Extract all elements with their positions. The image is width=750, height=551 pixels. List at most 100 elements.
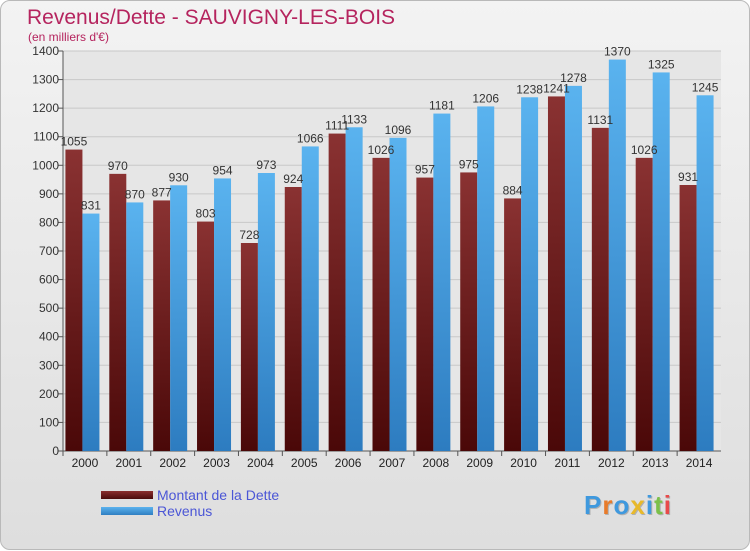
chart-title: Revenus/Dette - SAUVIGNY-LES-BOIS bbox=[27, 6, 396, 29]
bar-revenus bbox=[126, 202, 144, 451]
bar-dette bbox=[153, 200, 171, 451]
bar-dette bbox=[372, 157, 390, 451]
bar-revenus bbox=[477, 106, 495, 451]
bar-dette bbox=[328, 133, 346, 452]
data-label-dette: 1026 bbox=[631, 143, 658, 157]
y-tick-label: 1400 bbox=[32, 44, 59, 58]
chart-subtitle: (en milliers d'€) bbox=[28, 30, 109, 44]
x-tick-label: 2006 bbox=[335, 456, 362, 470]
y-tick-label: 500 bbox=[39, 301, 59, 315]
legend-label-revenus: Revenus bbox=[157, 503, 213, 519]
y-tick-label: 200 bbox=[39, 387, 59, 401]
bar-dette bbox=[679, 185, 697, 451]
data-label-dette: 877 bbox=[152, 185, 172, 199]
data-label-revenus: 973 bbox=[256, 158, 276, 172]
data-label-dette: 1111 bbox=[325, 119, 349, 133]
legend-swatch-dette bbox=[101, 491, 153, 499]
bar-dette bbox=[109, 173, 127, 451]
x-tick-label: 2009 bbox=[466, 456, 493, 470]
x-tick-label: 2010 bbox=[510, 456, 537, 470]
bar-revenus bbox=[345, 127, 363, 452]
data-label-revenus: 1325 bbox=[648, 57, 675, 71]
bar-revenus bbox=[82, 213, 100, 451]
logo-letter: i bbox=[663, 490, 672, 520]
y-tick-label: 300 bbox=[39, 358, 59, 372]
bar-revenus bbox=[521, 97, 539, 452]
y-tick-label: 700 bbox=[39, 244, 59, 258]
x-tick-label: 2003 bbox=[203, 456, 230, 470]
y-tick-label: 400 bbox=[39, 330, 59, 344]
bar-revenus bbox=[257, 173, 275, 451]
legend-swatch-revenus bbox=[101, 507, 153, 515]
y-tick-label: 1100 bbox=[33, 130, 59, 144]
logo-letter: o bbox=[613, 490, 631, 520]
bar-revenus bbox=[170, 185, 188, 452]
x-tick-label: 2014 bbox=[686, 456, 713, 470]
data-label-revenus: 1238 bbox=[516, 82, 543, 96]
x-tick-label: 2011 bbox=[555, 456, 581, 470]
legend-label-dette: Montant de la Dette bbox=[157, 487, 280, 503]
data-label-revenus: 1133 bbox=[341, 112, 367, 126]
x-tick-label: 2001 bbox=[115, 456, 142, 470]
logo-letter: i bbox=[645, 490, 655, 520]
data-label-dette: 975 bbox=[459, 157, 479, 171]
bar-dette bbox=[416, 177, 434, 452]
y-tick-label: 100 bbox=[39, 415, 59, 429]
data-label-revenus: 954 bbox=[213, 163, 233, 177]
x-tick-label: 2005 bbox=[291, 456, 318, 470]
x-tick-label: 2012 bbox=[598, 456, 625, 470]
data-label-dette: 931 bbox=[678, 170, 698, 184]
y-tick-label: 1000 bbox=[32, 158, 59, 172]
x-tick-label: 2008 bbox=[423, 456, 450, 470]
bar-dette bbox=[591, 127, 609, 451]
data-label-revenus: 930 bbox=[169, 170, 189, 184]
bar-revenus bbox=[564, 85, 582, 451]
x-tick-label: 2000 bbox=[72, 456, 99, 470]
data-label-dette: 1131 bbox=[587, 113, 613, 127]
data-label-dette: 884 bbox=[503, 183, 523, 197]
y-tick-label: 900 bbox=[39, 187, 59, 201]
logo-letter: P bbox=[584, 490, 603, 520]
bar-revenus bbox=[652, 72, 670, 451]
data-label-dette: 728 bbox=[239, 228, 259, 242]
y-tick-label: 1200 bbox=[32, 101, 59, 115]
bar-dette bbox=[504, 198, 522, 451]
bar-dette bbox=[284, 187, 302, 451]
proxiti-logo: Proxiti bbox=[584, 490, 672, 521]
legend: Montant de la Dette Revenus bbox=[101, 487, 279, 519]
y-tick-label: 600 bbox=[39, 273, 59, 287]
bar-dette bbox=[65, 149, 83, 452]
bar-dette bbox=[197, 221, 215, 451]
data-label-revenus: 1245 bbox=[692, 80, 719, 94]
x-tick-label: 2004 bbox=[247, 456, 274, 470]
data-label-dette: 970 bbox=[108, 159, 128, 173]
data-label-dette: 1055 bbox=[61, 135, 88, 149]
bar-revenus bbox=[301, 146, 319, 451]
y-tick-label: 1300 bbox=[32, 73, 59, 87]
y-tick-label: 800 bbox=[39, 215, 59, 229]
data-label-revenus: 1278 bbox=[560, 71, 587, 85]
bar-dette bbox=[240, 243, 258, 451]
logo-letter: x bbox=[630, 490, 646, 520]
bar-revenus bbox=[608, 59, 626, 451]
data-label-revenus: 831 bbox=[81, 199, 101, 213]
y-tick-label: 0 bbox=[52, 444, 59, 458]
data-label-revenus: 1181 bbox=[429, 99, 455, 113]
x-tick-label: 2002 bbox=[159, 456, 186, 470]
legend-item-dette: Montant de la Dette bbox=[101, 487, 279, 503]
data-label-revenus: 1066 bbox=[297, 131, 324, 145]
legend-item-revenus: Revenus bbox=[101, 503, 279, 519]
bar-revenus bbox=[696, 95, 714, 452]
bar-dette bbox=[547, 96, 565, 451]
data-label-revenus: 870 bbox=[125, 187, 145, 201]
bar-revenus bbox=[433, 113, 451, 452]
bar-dette bbox=[460, 172, 478, 451]
logo-letter: r bbox=[602, 490, 614, 520]
data-label-revenus: 1370 bbox=[604, 45, 631, 59]
x-tick-label: 2013 bbox=[642, 456, 669, 470]
bar-revenus bbox=[389, 137, 407, 451]
data-label-dette: 924 bbox=[283, 172, 303, 186]
bar-revenus bbox=[214, 178, 232, 451]
